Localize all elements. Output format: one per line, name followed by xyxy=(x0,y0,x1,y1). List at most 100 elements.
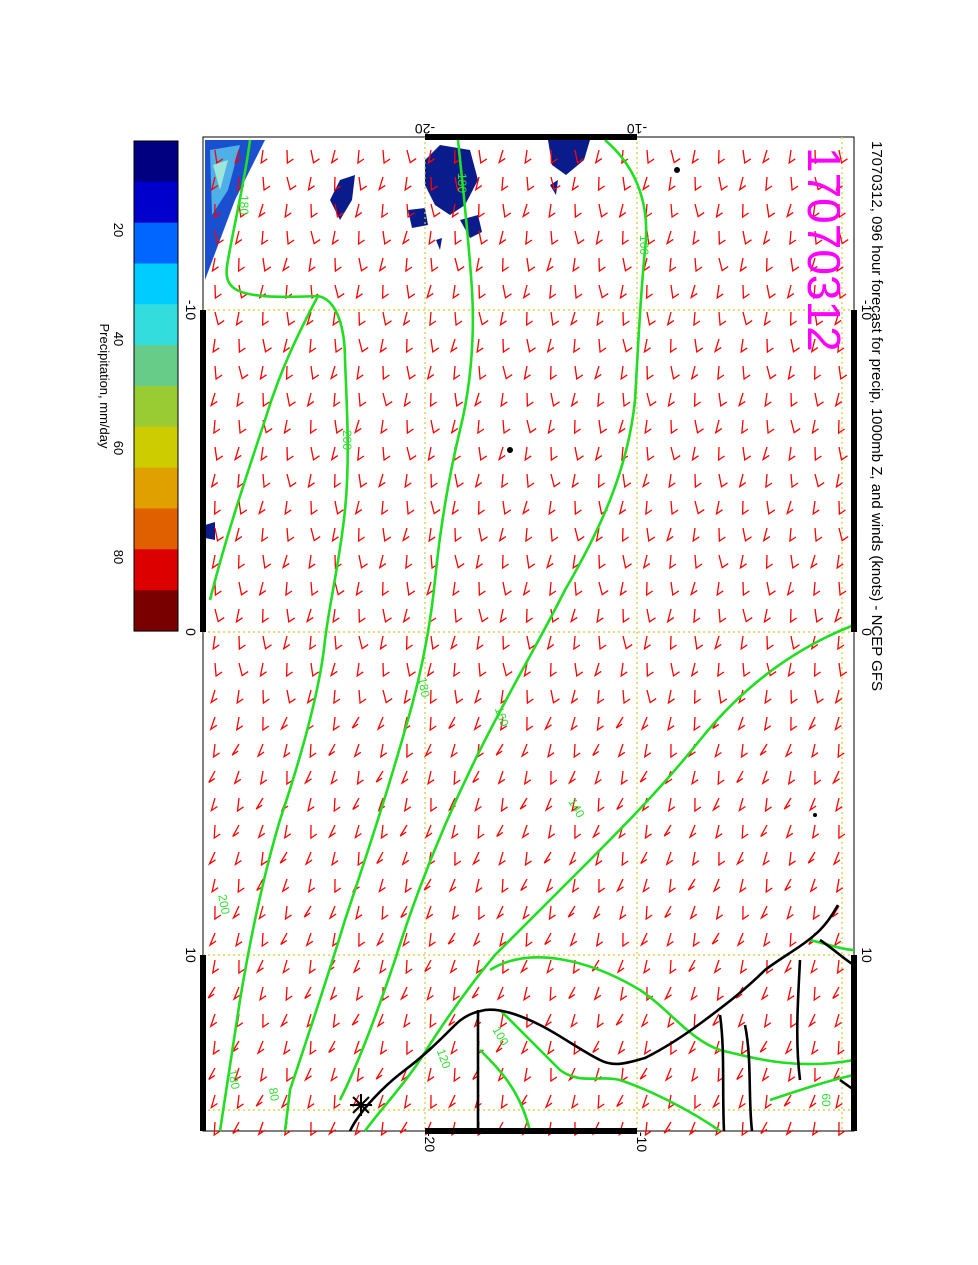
coast-line xyxy=(348,904,840,1132)
wind-barb xyxy=(574,527,585,542)
wind-barb xyxy=(523,1067,532,1083)
wind-barb xyxy=(282,338,291,354)
wind-barb xyxy=(742,311,753,326)
wind-barb xyxy=(543,716,552,731)
wind-barb xyxy=(307,1094,315,1110)
wind-barb xyxy=(471,986,480,999)
wind-barb xyxy=(688,959,696,972)
wind-barb xyxy=(262,338,272,353)
wind-barb xyxy=(766,284,776,299)
wind-barb xyxy=(763,1013,772,1029)
wind-barb xyxy=(405,554,413,570)
wind-barb xyxy=(283,419,291,435)
wind-barb xyxy=(526,689,534,705)
wind-barb xyxy=(499,608,507,624)
wind-barb xyxy=(214,311,225,326)
wind-barb xyxy=(570,311,578,326)
wind-barb xyxy=(400,770,409,785)
wind-barb xyxy=(550,311,560,327)
wind-barb xyxy=(596,608,604,624)
wind-barb xyxy=(496,824,504,837)
wind-barb xyxy=(619,581,627,597)
wind-barb xyxy=(472,932,481,947)
wind-barb xyxy=(763,716,772,732)
wind-barb xyxy=(236,392,244,408)
wind-barb xyxy=(400,905,408,918)
wind-barb xyxy=(814,446,822,462)
wind-barb xyxy=(764,392,772,408)
wind-barb xyxy=(430,176,438,192)
wind-barb xyxy=(812,500,820,516)
wind-barb xyxy=(642,554,651,570)
wind-barb xyxy=(668,473,676,489)
wind-barb xyxy=(836,959,844,975)
colorbar-cell xyxy=(134,386,178,428)
wind-barb xyxy=(736,770,744,783)
wind-barb xyxy=(764,689,772,705)
wind-barb xyxy=(495,743,504,756)
colorbar-title: Precipitation, mm/day xyxy=(97,324,112,449)
wind-barb xyxy=(430,338,440,354)
wind-barb xyxy=(356,770,364,786)
wind-barb xyxy=(305,932,314,947)
wind-barb xyxy=(711,932,720,945)
wind-barb xyxy=(454,257,465,272)
wind-barb xyxy=(546,959,554,975)
wind-barb xyxy=(378,257,387,273)
wind-barb xyxy=(694,203,705,218)
wind-barb xyxy=(307,473,315,489)
wind-barb xyxy=(811,743,819,759)
wind-barb xyxy=(762,851,770,867)
wind-barb xyxy=(502,500,512,516)
wind-barb xyxy=(834,392,843,408)
wind-barb xyxy=(670,662,680,677)
wind-barb xyxy=(478,230,488,245)
wind-barb xyxy=(592,1040,600,1053)
wind-barb xyxy=(213,824,221,840)
wind-barb xyxy=(598,635,607,651)
wind-barb xyxy=(286,689,296,704)
wind-barb xyxy=(812,203,820,219)
wind-barb xyxy=(501,176,509,192)
wind-barb xyxy=(406,419,414,435)
wind-barb xyxy=(596,1013,604,1029)
wind-barb xyxy=(814,473,825,488)
wind-barb xyxy=(568,986,576,999)
wind-barb xyxy=(379,1040,388,1056)
wind-barb xyxy=(618,500,627,516)
wind-barb xyxy=(694,419,704,434)
wind-barb xyxy=(334,203,344,218)
wind-barb xyxy=(429,1013,437,1029)
wind-barb xyxy=(549,662,557,678)
wind-barb xyxy=(214,149,224,165)
wind-barb xyxy=(330,149,339,165)
wind-barb xyxy=(718,257,729,272)
wind-barb xyxy=(574,284,583,300)
wind-barb xyxy=(303,1067,312,1082)
colorbar-tick: 60 xyxy=(111,441,126,455)
wind-barb xyxy=(714,635,722,650)
wind-barb xyxy=(308,959,316,975)
wind-barb xyxy=(255,797,264,810)
wind-barb xyxy=(837,635,845,651)
wind-barb xyxy=(475,878,483,894)
wind-barb xyxy=(717,365,725,381)
wind-barb xyxy=(454,473,464,488)
contour-label: 160 xyxy=(637,235,651,255)
wind-barb xyxy=(741,500,749,516)
wind-barb xyxy=(616,797,624,810)
lon-tick-label-left: 10 xyxy=(183,947,199,963)
wind-barb xyxy=(310,1121,318,1137)
wind-barb xyxy=(639,932,648,947)
wind-barb xyxy=(760,824,768,837)
date-stamp: 17070312 xyxy=(798,147,850,352)
wind-barb xyxy=(330,446,339,462)
map-title: 17070312, 096 hour forecast for precip, … xyxy=(868,141,885,691)
wind-barb xyxy=(285,986,293,1002)
wind-barb xyxy=(447,932,456,945)
wind-barb xyxy=(502,581,512,596)
wind-barb xyxy=(597,392,605,408)
wind-barb xyxy=(646,446,655,462)
wind-barb xyxy=(664,905,672,918)
coast-line xyxy=(795,959,802,1081)
